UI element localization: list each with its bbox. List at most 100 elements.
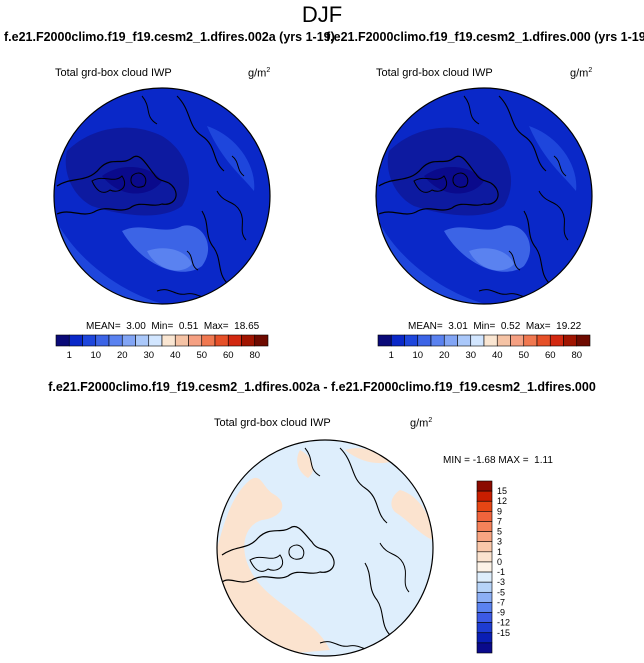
panel-2-colorbar-box — [496, 334, 511, 347]
panel-2-colorbar-box — [536, 334, 551, 347]
panel-1-colorbar-box — [135, 334, 150, 347]
diff-panel-min-value: -1.68 — [472, 455, 496, 466]
diff-panel-colorbar-tick-label: 5 — [497, 527, 502, 537]
panel-1-colorbar-box — [241, 334, 256, 347]
diff-panel-colorbar-tick-label: -9 — [497, 608, 505, 618]
panel-2-mean-label: MEAN= — [408, 321, 443, 332]
panel-1-title: f.e21.F2000climo.f19_f19.cesm2_1.dfires.… — [4, 30, 335, 44]
diff-panel-colorbar-tick-label: 12 — [497, 496, 507, 506]
diff-panel-max-label: MAX = — [498, 455, 529, 466]
diff-panel-colorbar-box — [476, 521, 493, 532]
panel-2-colorbar: 1 10 20 30 40 50 60 80 — [377, 334, 591, 361]
diff-panel-max-value: 1.11 — [534, 455, 553, 466]
diff-panel-colorbar-box — [476, 602, 493, 613]
panel-1-stats: MEAN= 3.00 Min= 0.51 Max= 18.65 — [86, 321, 259, 332]
panel-1-map — [54, 88, 270, 304]
panel-2-mean-value: 3.01 — [448, 321, 468, 332]
diff-panel-colorbar-box — [476, 551, 493, 563]
diff-panel-colorbar-tick-label: 15 — [497, 486, 507, 496]
panel-1-colorbar-box — [161, 334, 176, 347]
panel-2-map-border — [375, 87, 593, 305]
panel-2-colorbar-tick-label: 10 — [412, 350, 423, 361]
panel-1-min-value: 0.51 — [178, 321, 199, 332]
panel-2-colorbar-tick-label: 20 — [439, 350, 450, 361]
diff-panel-colorbar-box — [476, 622, 493, 634]
panel-1-colorbar-box — [55, 334, 70, 347]
diff-panel-colorbar-tick-label: -15 — [497, 628, 510, 638]
diff-panel-colorbar-tick-label: 3 — [497, 537, 502, 547]
diff-panel-colorbar-box — [476, 541, 493, 553]
panel-1-colorbar-box — [227, 334, 242, 347]
diff-panel-colorbar-box — [476, 612, 493, 623]
panel-2-colorbar-box — [377, 334, 392, 347]
panel-1-colorbar-box — [214, 334, 229, 347]
panel-1-colorbar-box — [95, 334, 110, 347]
panel-2-colorbar-box — [390, 334, 405, 347]
diff-panel-colorbar-box — [476, 581, 493, 593]
diff-panel-colorbar-box — [476, 561, 493, 573]
panel-2-colorbar-box — [576, 334, 591, 347]
panel-1-colorbar-tick-label: 20 — [117, 350, 128, 361]
diff-panel-colorbar-box — [476, 511, 493, 522]
panel-2-min-value: 0.52 — [500, 321, 521, 332]
panel-2-stats: MEAN= 3.01 Min= 0.52 Max= 19.22 — [408, 321, 581, 332]
diff-panel-colorbar-box — [476, 531, 493, 543]
panel-2-colorbar-box — [430, 334, 445, 347]
panel-1-map-border — [53, 87, 271, 305]
panel-2-colorbar-box — [510, 334, 525, 347]
panel-2-units: g/m2 — [570, 67, 593, 80]
panel-1-min-label: Min= — [151, 321, 174, 332]
panel-1-colorbar-box — [108, 334, 123, 347]
diff-panel-colorbar-box — [476, 591, 493, 603]
diff-panel-map — [217, 440, 433, 656]
diff-panel-colorbar-box — [476, 480, 493, 492]
panel-1-mean-label: MEAN= — [86, 321, 121, 332]
panel-1-colorbar-tick-label: 60 — [223, 350, 234, 361]
panel-1-colorbar-box — [188, 334, 203, 347]
panel-1-units: g/m2 — [248, 67, 271, 80]
panel-2-colorbar-tick-label: 1 — [389, 350, 394, 361]
diff-panel-colorbar-box — [476, 642, 493, 654]
panel-2-map — [376, 88, 592, 304]
panel-1-colorbar-tick-label: 80 — [249, 350, 260, 361]
diff-panel-title: f.e21.F2000climo.f19_f19.cesm2_1.dfires.… — [48, 380, 596, 394]
season-title: DJF — [301, 2, 343, 27]
panel-1-colorbar-box — [254, 334, 269, 347]
panel-1-colorbar-tick-label: 50 — [196, 350, 207, 361]
diff-panel-colorbar-tick-label: 0 — [497, 557, 502, 567]
panel-2-colorbar-tick-label: 80 — [571, 350, 582, 361]
panel-2-colorbar-tick-label: 50 — [518, 350, 529, 361]
panel-2-colorbar-box — [549, 334, 564, 347]
diff-panel-map-border — [216, 439, 434, 657]
panel-2-max-label: Max= — [525, 321, 551, 332]
panel-2-colorbar-box — [404, 334, 419, 347]
panel-1-colorbar-box — [174, 334, 189, 347]
panel-2-colorbar-box — [443, 334, 458, 347]
diff-panel-colorbar-tick-label: -12 — [497, 618, 510, 628]
panel-2-colorbar-box — [470, 334, 485, 347]
diff-panel-colorbar-tick-label: 9 — [497, 506, 502, 516]
panel-2-colorbar-box — [483, 334, 498, 347]
panel-2-colorbar-box — [417, 334, 432, 347]
diff-panel-min-label: MIN = — [443, 455, 470, 466]
panel-1-mean-value: 3.00 — [126, 321, 146, 332]
diff-panel-colorbar-tick-label: 1 — [497, 547, 502, 557]
diff-panel-colorbar-tick-label: -1 — [497, 567, 505, 577]
panel-1-max-value: 18.65 — [234, 321, 260, 332]
panel-1-colorbar-tick-label: 10 — [90, 350, 101, 361]
panel-1-colorbar-box — [148, 334, 163, 347]
diff-panel-stats: MIN = -1.68 MAX = 1.11 — [443, 455, 553, 466]
panel-2-colorbar-tick-label: 40 — [492, 350, 503, 361]
diff-panel-colorbar-box — [476, 632, 493, 644]
panel-1-variable-label: Total grd-box cloud IWP — [55, 67, 172, 79]
panel-2-variable-label: Total grd-box cloud IWP — [376, 67, 493, 79]
panel-1-colorbar-box — [68, 334, 83, 347]
diff-panel-colorbar-box — [476, 500, 493, 512]
diff-panel-colorbar-tick-label: -7 — [497, 597, 505, 607]
panel-1-colorbar-box — [82, 334, 97, 347]
diff-panel-variable-label: Total grd-box cloud IWP — [214, 417, 331, 429]
panel-2-colorbar-box — [563, 334, 578, 347]
diff-panel-colorbar-tick-label: -5 — [497, 587, 505, 597]
panel-2-title: f.e21.F2000climo.f19_f19.cesm2_1.dfires.… — [326, 30, 644, 44]
